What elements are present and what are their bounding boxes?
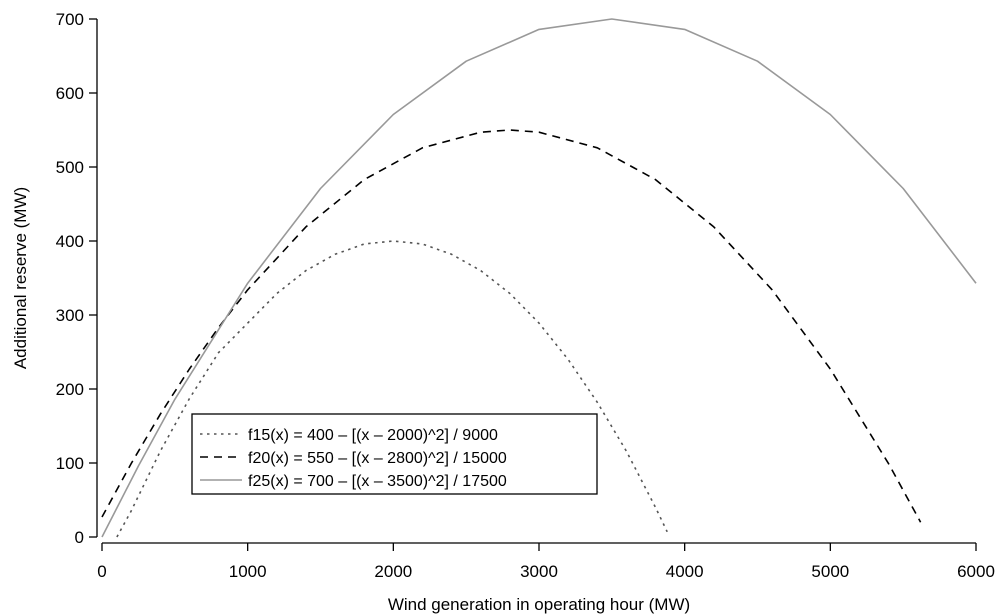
y-tick-label: 600 (56, 84, 84, 103)
x-tick-label: 3000 (520, 562, 558, 581)
y-tick-label: 300 (56, 306, 84, 325)
x-tick-label: 2000 (374, 562, 412, 581)
x-tick-label: 5000 (811, 562, 849, 581)
x-tick-label: 6000 (957, 562, 995, 581)
y-tick-label: 500 (56, 158, 84, 177)
legend-box (191, 413, 598, 495)
legend-label-f15: f15(x) = 400 – [(x – 2000)^2] / 9000 (248, 427, 498, 444)
y-axis-title: Additional reserve (MW) (11, 187, 30, 369)
legend-label-f20: f20(x) = 550 – [(x – 2800)^2] / 15000 (248, 450, 507, 467)
y-tick-label: 100 (56, 454, 84, 473)
x-tick-label: 1000 (229, 562, 267, 581)
legend: f15(x) = 400 – [(x – 2000)^2] / 9000 f20… (191, 413, 598, 495)
y-tick-label: 700 (56, 10, 84, 29)
y-tick-label: 200 (56, 380, 84, 399)
series-layer (101, 18, 977, 538)
y-tick-label: 0 (75, 528, 84, 547)
x-tick-label: 0 (97, 562, 106, 581)
legend-label-f25: f25(x) = 700 – [(x – 3500)^2] / 17500 (248, 473, 507, 490)
y-axis-ticks: 0 100 200 300 400 500 600 700 (56, 10, 97, 547)
x-axis-title: Wind generation in operating hour (MW) (388, 595, 690, 614)
series-line-2 (101, 18, 977, 538)
series-line-1 (101, 129, 922, 523)
y-tick-label: 400 (56, 232, 84, 251)
x-axis-ticks: 0 1000 2000 3000 4000 5000 6000 (97, 543, 995, 581)
x-tick-label: 4000 (666, 562, 704, 581)
